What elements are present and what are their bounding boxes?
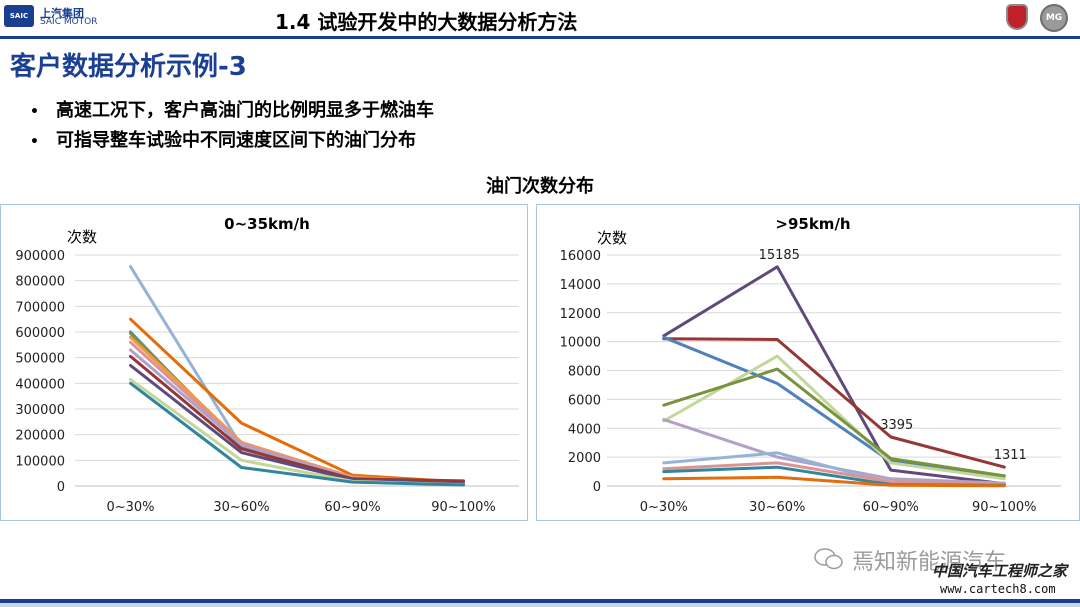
bullet-dot-icon: • (30, 104, 39, 120)
wechat-icon (814, 548, 843, 570)
watermark-text: 焉知新能源汽车 (852, 550, 1007, 575)
chart-heading: 油门次数分布 (486, 176, 594, 197)
x-tick-label: 90~100% (431, 500, 496, 515)
series-line (662, 354, 1006, 481)
chart-panel-high-speed: >95km/h 次数 0 2000 4000 6000 8000 10000 12000 1400… (536, 204, 1080, 521)
x-tick-label: 90~100% (972, 500, 1037, 515)
x-tick-label: 30~60% (213, 500, 269, 515)
y-tick-label: 16000 (560, 249, 601, 264)
data-label: 15185 (759, 248, 800, 263)
y-tick-label: 300000 (15, 403, 65, 418)
y-tick-label: 800000 (15, 275, 65, 290)
y-tick-label: 700000 (15, 300, 65, 315)
data-label: 3395 (880, 418, 913, 433)
series-line (662, 265, 1006, 486)
series-line (662, 461, 1006, 487)
series-line (129, 381, 465, 487)
y-tick-label: 10000 (560, 336, 601, 351)
header-divider (0, 36, 1080, 39)
series-line (129, 265, 465, 486)
site-url-watermark: www.cartech8.com (940, 582, 1056, 596)
x-tick-label: 30~60% (749, 500, 805, 515)
saic-logo-badge: SAIC (4, 5, 34, 27)
y-axis-label: 次数 (597, 229, 627, 247)
section-title: 1.4 试验开发中的大数据分析方法 (275, 10, 578, 34)
series-line (662, 335, 1006, 478)
series-line (662, 337, 1006, 469)
page-title: 客户数据分析示例-3 (10, 52, 247, 82)
chart-svg-low-speed: 0~35km/h 次数 0 100000 200000 300000 400000 50000… (15, 215, 519, 515)
x-tick-label: 0~30% (106, 500, 154, 515)
series-line (129, 317, 465, 484)
logo-chinese-name: 上汽集团 (40, 7, 84, 20)
y-tick-label: 4000 (568, 422, 601, 437)
footer-divider (0, 599, 1080, 603)
y-tick-label: 2000 (568, 451, 601, 466)
data-label: 1311 (994, 448, 1027, 463)
chart-panel-low-speed: 0~35km/h 次数 0 100000 200000 300000 400000 50000… (0, 204, 528, 521)
roewe-brand-icon (1006, 4, 1028, 30)
y-tick-label: 12000 (560, 307, 601, 322)
x-tick-label: 60~90% (863, 500, 919, 515)
bullet-text: 高速工况下，客户高油门的比例明显多于燃油车 (56, 100, 434, 121)
mg-brand-icon: MG (1040, 4, 1068, 32)
series-line (662, 367, 1006, 478)
series-line (662, 475, 1006, 488)
y-axis-label: 次数 (67, 228, 97, 246)
x-tick-label: 0~30% (640, 500, 688, 515)
bullet-item: • 可指导整车试验中不同速度区间下的油门分布 (30, 126, 434, 156)
y-tick-label: 100000 (15, 454, 65, 469)
site-name-watermark: 中国汽车工程师之家 (932, 562, 1068, 580)
chart-title: 0~35km/h (224, 215, 310, 233)
saic-logo: SAIC 上汽集团 SAIC MOTOR (4, 5, 134, 29)
y-tick-label: 200000 (15, 429, 65, 444)
logo-english-name: SAIC MOTOR (40, 17, 98, 27)
y-tick-label: 0 (593, 480, 601, 495)
bullet-list: • 高速工况下，客户高油门的比例明显多于燃油车 • 可指导整车试验中不同速度区间下的… (30, 96, 434, 156)
y-tick-label: 600000 (15, 326, 65, 341)
chart-svg-high-speed: >95km/h 次数 0 2000 4000 6000 8000 10000 12000 1400… (560, 215, 1061, 515)
x-tick-label: 60~90% (324, 500, 380, 515)
series-line (129, 354, 465, 483)
bullet-item: • 高速工况下，客户高油门的比例明显多于燃油车 (30, 96, 434, 126)
bullet-dot-icon: • (30, 134, 39, 150)
y-tick-label: 6000 (568, 393, 601, 408)
y-tick-label: 900000 (15, 249, 65, 264)
y-tick-label: 400000 (15, 377, 65, 392)
y-tick-label: 0 (57, 480, 65, 495)
y-tick-label: 8000 (568, 365, 601, 380)
series-line (129, 378, 465, 487)
chart-title: >95km/h (775, 215, 850, 233)
y-tick-label: 500000 (15, 352, 65, 367)
bullet-text: 可指导整车试验中不同速度区间下的油门分布 (56, 130, 416, 151)
y-tick-label: 14000 (560, 278, 601, 293)
slide-header: SAIC 上汽集团 SAIC MOTOR 1.4 试验开发中的大数据分析方法 M… (0, 0, 1080, 38)
footer-divider-light (0, 603, 1080, 607)
